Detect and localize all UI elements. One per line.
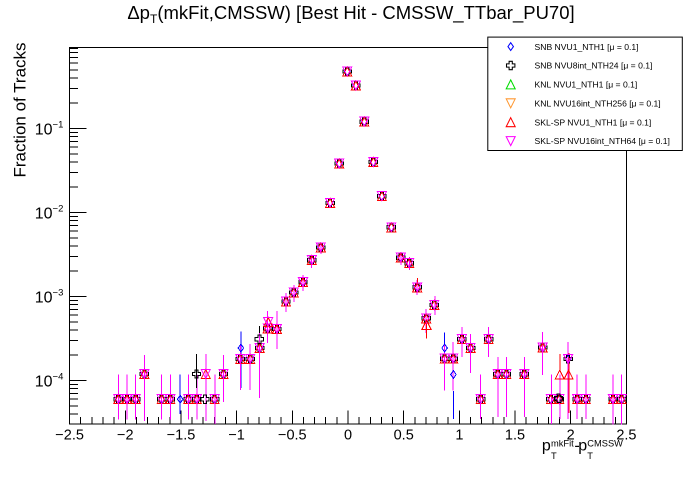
svg-text:1: 1 <box>455 428 463 444</box>
svg-text:0.5: 0.5 <box>394 428 414 444</box>
svg-text:KNL NVU16int_NTH256 [μ = 0.1]: KNL NVU16int_NTH256 [μ = 0.1] <box>535 99 661 109</box>
svg-text:T: T <box>587 451 593 461</box>
svg-text:1.5: 1.5 <box>505 428 525 444</box>
svg-text:SKL-SP NVU1_NTH1 [μ = 0.1]: SKL-SP NVU1_NTH1 [μ = 0.1] <box>535 117 652 127</box>
svg-text:2.5: 2.5 <box>616 428 636 444</box>
svg-text:mkFit: mkFit <box>551 438 574 448</box>
svg-text:KNL NVU1_NTH1 [μ = 0.1]: KNL NVU1_NTH1 [μ = 0.1] <box>535 80 638 90</box>
svg-text:−1: −1 <box>228 428 245 444</box>
svg-text:−2.5: −2.5 <box>55 428 84 444</box>
svg-text:10−1: 10−1 <box>35 120 64 139</box>
svg-text:2: 2 <box>567 428 575 444</box>
svg-text:10−2: 10−2 <box>35 204 64 223</box>
svg-text:SNB NVU1_NTH1 [μ = 0.1]: SNB NVU1_NTH1 [μ = 0.1] <box>535 42 639 52</box>
svg-text:10−3: 10−3 <box>35 288 64 307</box>
svg-text:T: T <box>551 451 557 461</box>
svg-text:−2: −2 <box>117 428 134 444</box>
svg-text:p: p <box>542 438 551 455</box>
svg-text:Fraction of Tracks: Fraction of Tracks <box>11 42 30 177</box>
svg-text:ΔpT(mkFit,CMSSW) [Best Hit - C: ΔpT(mkFit,CMSSW) [Best Hit - CMSSW_TTbar… <box>127 2 574 26</box>
svg-text:SNB NVU8int_NTH24 [μ = 0.1]: SNB NVU8int_NTH24 [μ = 0.1] <box>535 61 653 71</box>
svg-text:p: p <box>578 438 587 455</box>
svg-text:10−4: 10−4 <box>35 372 64 391</box>
svg-text:-: - <box>574 438 579 455</box>
svg-text:0: 0 <box>344 428 352 444</box>
svg-text:−1.5: −1.5 <box>167 428 196 444</box>
svg-text:CMSSW: CMSSW <box>587 438 623 448</box>
svg-text:SKL-SP NVU16int_NTH64 [μ = 0.: SKL-SP NVU16int_NTH64 [μ = 0.1] <box>535 136 670 146</box>
svg-text:−0.5: −0.5 <box>278 428 307 444</box>
